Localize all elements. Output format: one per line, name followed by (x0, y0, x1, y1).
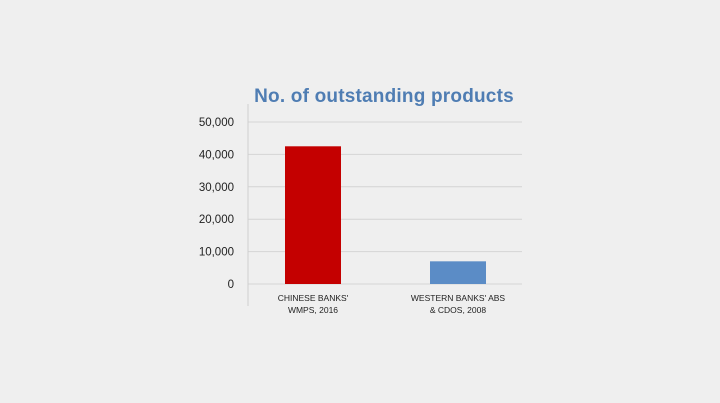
bar (285, 146, 341, 284)
x-category-label: CHINESE BANKS' (278, 293, 349, 303)
x-category-label: WESTERN BANKS' ABS (411, 293, 506, 303)
bar (430, 261, 486, 284)
y-tick-label: 50,000 (199, 117, 234, 129)
chart-title: No. of outstanding products (254, 86, 514, 107)
y-tick-label: 0 (228, 279, 234, 291)
y-tick-label: 10,000 (199, 247, 234, 259)
y-tick-label: 40,000 (199, 149, 234, 161)
y-tick-label: 20,000 (199, 214, 234, 226)
x-category-label: WMPS, 2016 (288, 305, 338, 315)
y-tick-label: 30,000 (199, 182, 234, 194)
x-category-label: & CDOS, 2008 (430, 305, 486, 315)
